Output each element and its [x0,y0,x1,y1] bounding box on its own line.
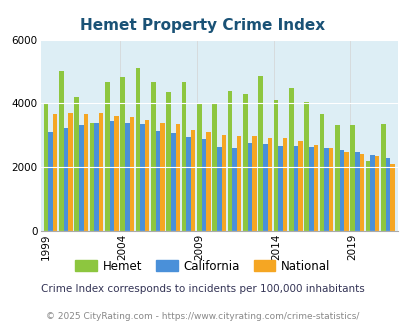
Bar [273,100,277,231]
Bar [201,139,206,231]
Bar [359,154,363,231]
Bar [120,77,125,231]
Bar [160,123,164,231]
Bar [114,115,119,231]
Bar [298,141,302,231]
Bar [181,82,186,231]
Bar [236,136,241,231]
Bar [145,120,149,231]
Bar [267,138,271,231]
Bar [354,152,359,231]
Bar [319,114,324,231]
Bar [155,131,160,231]
Bar [206,132,210,231]
Bar [53,114,58,231]
Bar [186,137,190,231]
Bar [135,68,140,231]
Legend: Hemet, California, National: Hemet, California, National [70,255,335,278]
Bar [232,148,236,231]
Bar [90,123,94,231]
Bar [190,130,195,231]
Bar [334,125,339,231]
Text: Crime Index corresponds to incidents per 100,000 inhabitants: Crime Index corresponds to incidents per… [41,284,364,294]
Bar [125,123,129,231]
Text: Hemet Property Crime Index: Hemet Property Crime Index [80,18,325,33]
Bar [99,113,103,231]
Bar [339,150,343,231]
Bar [293,146,298,231]
Bar [129,117,134,231]
Bar [304,102,308,231]
Bar [277,146,282,231]
Bar [68,113,72,231]
Bar [380,124,385,231]
Bar [227,91,232,231]
Text: © 2025 CityRating.com - https://www.cityrating.com/crime-statistics/: © 2025 CityRating.com - https://www.city… [46,313,359,321]
Bar [94,123,99,231]
Bar [365,160,369,231]
Bar [247,143,252,231]
Bar [105,82,109,231]
Bar [328,148,333,231]
Bar [83,114,88,231]
Bar [343,151,348,231]
Bar [262,144,267,231]
Bar [151,82,155,231]
Bar [171,133,175,231]
Bar [221,135,226,231]
Bar [44,103,48,231]
Bar [324,148,328,231]
Bar [313,145,318,231]
Bar [288,88,293,231]
Bar [385,158,389,231]
Bar [59,71,64,231]
Bar [252,136,256,231]
Bar [79,125,83,231]
Bar [140,124,145,231]
Bar [48,132,53,231]
Bar [212,104,216,231]
Bar [166,92,171,231]
Bar [282,139,287,231]
Bar [369,155,374,231]
Bar [175,124,180,231]
Bar [308,147,313,231]
Bar [64,128,68,231]
Bar [389,164,394,231]
Bar [243,93,247,231]
Bar [374,156,379,231]
Bar [258,76,262,231]
Bar [350,125,354,231]
Bar [74,97,79,231]
Bar [196,104,201,231]
Bar [216,147,221,231]
Bar [109,121,114,231]
